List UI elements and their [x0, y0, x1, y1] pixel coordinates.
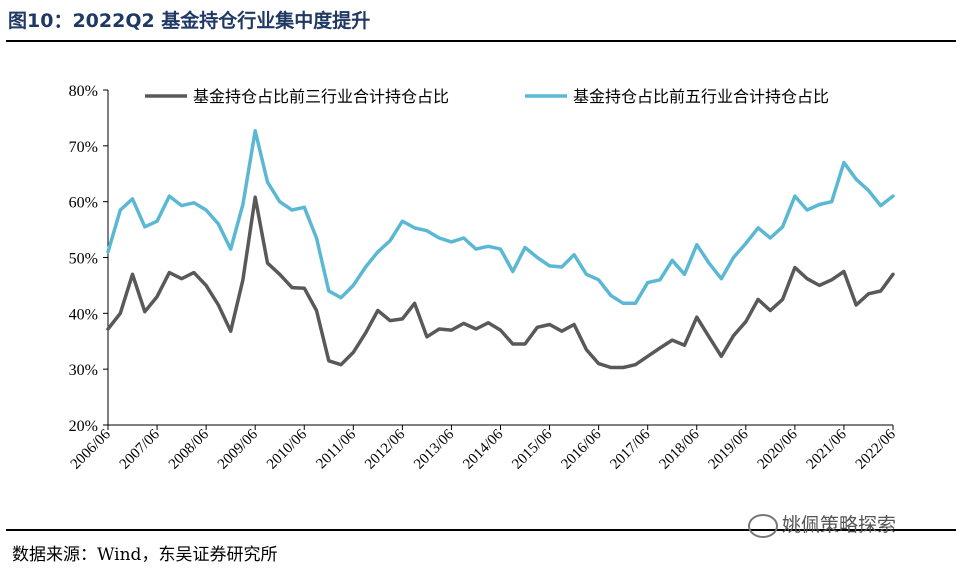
- y-tick-label: 30%: [69, 362, 98, 379]
- figure-title: 图10：2022Q2 基金持仓行业集中度提升: [8, 10, 371, 32]
- series-line-1: [106, 195, 895, 370]
- x-tick-label: 2022/06: [853, 426, 899, 472]
- chart-legend: 基金持仓占比前三行业合计持仓占比 基金持仓占比前五行业合计持仓占比: [145, 87, 829, 106]
- x-tick-label: 2014/06: [460, 426, 506, 472]
- x-tick-label: 2021/06: [804, 426, 850, 472]
- x-tick-label: 2018/06: [656, 426, 702, 472]
- legend-label-1: 基金持仓占比前三行业合计持仓占比: [193, 87, 449, 106]
- x-tick-label: 2019/06: [706, 426, 752, 472]
- x-tick-label: 2015/06: [509, 426, 555, 472]
- y-tick-label: 60%: [69, 195, 98, 212]
- y-tick-label: 80%: [69, 83, 98, 100]
- y-tick-label: 20%: [69, 418, 98, 435]
- x-tick-label: 2008/06: [166, 426, 212, 472]
- watermark-text: 姚佩策略探索: [782, 514, 897, 536]
- x-tick-label: 2017/06: [607, 426, 653, 472]
- x-tick-label: 2011/06: [313, 426, 359, 472]
- x-tick-label: 2020/06: [755, 426, 801, 472]
- x-tick-label: 2007/06: [117, 426, 163, 472]
- x-tick-label: 2013/06: [411, 426, 457, 472]
- y-tick-label: 50%: [69, 251, 98, 268]
- top-rule: [6, 40, 956, 42]
- y-tick-label: 70%: [69, 139, 98, 156]
- chart-lines: [106, 129, 895, 370]
- chart-axes: 20%30%40%50%60%70%80%2006/06 2007/06 2008/…: [68, 83, 899, 473]
- legend-label-2: 基金持仓占比前五行业合计持仓占比: [573, 87, 829, 106]
- x-tick-label: 2010/06: [264, 426, 310, 472]
- wechat-icon: [748, 513, 778, 538]
- x-tick-label: 2016/06: [558, 426, 604, 472]
- x-tick-label: 2012/06: [362, 426, 408, 472]
- bottom-rule: [6, 529, 956, 531]
- y-tick-label: 40%: [69, 306, 98, 323]
- source-note: 数据来源：Wind，东吴证券研究所: [12, 545, 278, 565]
- series-line-2: [106, 129, 895, 306]
- x-tick-label: 2009/06: [215, 426, 261, 472]
- watermark: 姚佩策略探索: [748, 510, 896, 538]
